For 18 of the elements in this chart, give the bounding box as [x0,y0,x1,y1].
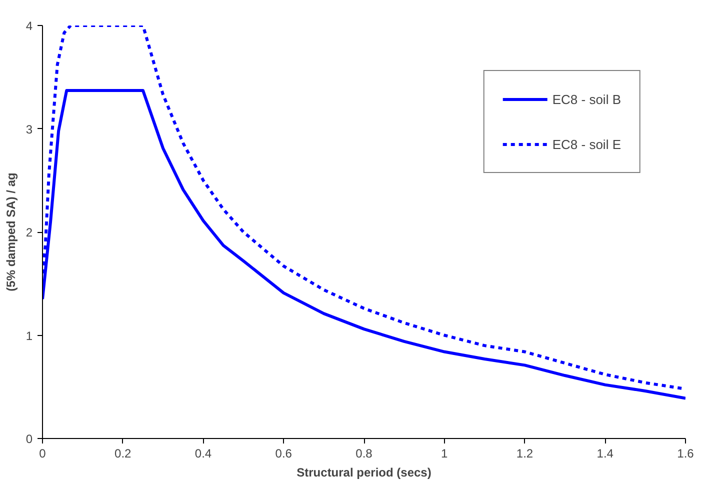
x-tick-label: 1.4 [596,446,614,460]
y-tick-label: 0 [26,432,33,446]
x-axis-title: Structural period (secs) [296,466,432,480]
y-axis-title: (5% damped SA) / ag [4,172,18,292]
x-tick-label: 0.2 [114,446,132,460]
x-tick-label: 1.6 [677,446,694,460]
x-tick-label: 0.4 [194,446,212,460]
legend-label: EC8 - soil E [552,136,621,152]
x-tick-label: 0.6 [275,446,292,460]
x-tick-label: 0.8 [356,446,373,460]
x-tick-label: 0 [39,446,46,460]
x-tick-label: 1 [441,446,448,460]
x-tick-label: 1.2 [516,446,534,460]
y-tick-label: 3 [26,122,33,136]
y-tick-label: 2 [26,226,33,240]
y-tick-label: 4 [26,19,33,33]
y-tick-label: 1 [26,328,33,343]
legend-label: EC8 - soil B [552,92,621,106]
